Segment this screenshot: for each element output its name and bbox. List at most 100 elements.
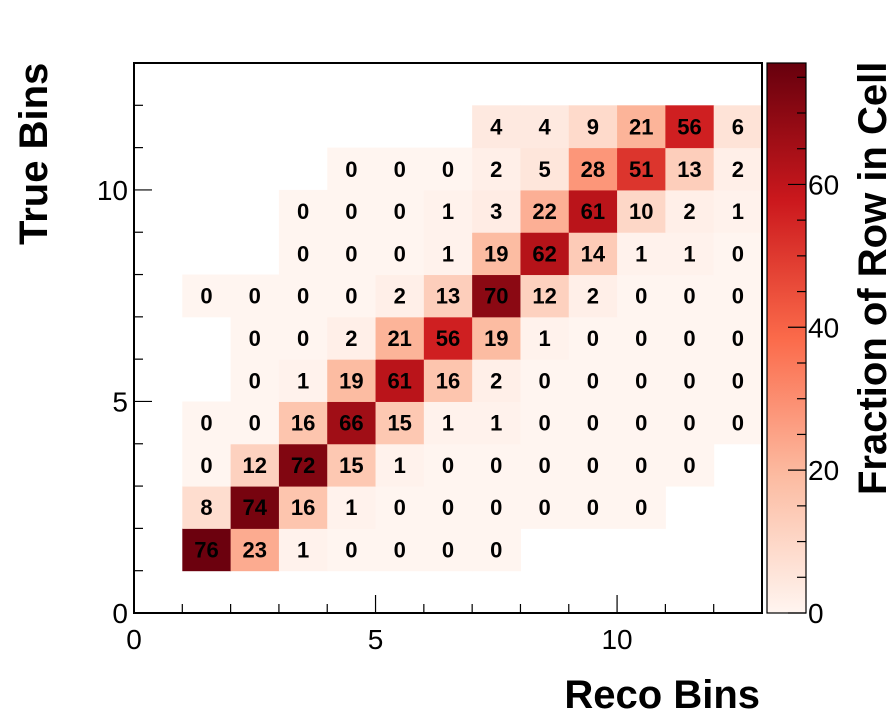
cell-value-label: 0 <box>635 411 647 436</box>
cell-value-label: 15 <box>387 411 411 436</box>
cell-value-label: 0 <box>490 495 502 520</box>
y-axis-title: True Bins <box>12 63 56 245</box>
heatmap-cell <box>375 232 425 276</box>
cell-value-label: 1 <box>442 241 454 266</box>
heatmap-cell <box>665 274 715 318</box>
cell-value-label: 0 <box>683 453 695 478</box>
heatmap-cell <box>713 105 763 149</box>
heatmap-cell <box>182 443 232 487</box>
heatmap-cell <box>327 316 377 360</box>
cell-value-label: 0 <box>249 326 261 351</box>
cell-value-label: 1 <box>490 411 502 436</box>
heatmap-cell <box>665 316 715 360</box>
cell-value-label: 72 <box>291 453 315 478</box>
heatmap-cell <box>278 274 328 318</box>
cell-value-label: 0 <box>490 538 502 563</box>
cell-value-label: 0 <box>297 199 309 224</box>
cell-value-label: 62 <box>532 241 556 266</box>
cell-value-label: 1 <box>297 368 309 393</box>
heatmap-cell <box>375 274 425 318</box>
cell-value-label: 0 <box>635 495 647 520</box>
cell-value-label: 1 <box>394 453 406 478</box>
y-tick-label: 0 <box>112 598 128 629</box>
heatmap-cell <box>665 232 715 276</box>
cell-value-label: 4 <box>490 114 503 139</box>
cell-value-label: 13 <box>677 157 701 182</box>
cell-value-label: 8 <box>200 495 212 520</box>
colorbar-title: Fraction of Row in Cell <box>851 62 895 495</box>
heatmap-cell <box>327 443 377 487</box>
heatmap-cell <box>713 274 763 318</box>
heatmap-cell <box>278 316 328 360</box>
heatmap-cell <box>665 401 715 445</box>
heatmap-cell <box>472 359 521 402</box>
heatmap-cell <box>568 147 618 191</box>
cell-value-label: 0 <box>394 495 406 520</box>
cell-value-label: 0 <box>732 368 744 393</box>
cell-value-label: 2 <box>490 157 502 182</box>
cell-value-label: 0 <box>490 453 502 478</box>
cell-value-label: 16 <box>291 495 315 520</box>
heatmap-cell <box>617 401 666 445</box>
heatmap-cell <box>423 316 473 360</box>
cell-value-label: 16 <box>291 411 315 436</box>
cell-value-label: 1 <box>345 495 357 520</box>
heatmap-cell <box>327 189 377 233</box>
heatmap-cell <box>520 443 570 487</box>
heatmap-cell <box>520 486 570 529</box>
cell-value-label: 23 <box>243 538 267 563</box>
cell-value-label: 0 <box>538 368 550 393</box>
colorbar-gradient <box>767 63 806 613</box>
heatmap-cell <box>278 232 328 276</box>
heatmap-cell <box>713 401 763 445</box>
cell-value-label: 0 <box>345 199 357 224</box>
heatmap-cell <box>617 359 666 402</box>
heatmap-cell <box>230 443 280 487</box>
heatmap-cell <box>617 486 666 529</box>
heatmap-cell <box>182 274 232 318</box>
heatmap-cell <box>665 147 715 191</box>
cell-value-label: 21 <box>629 114 653 139</box>
heatmap-cell <box>520 147 570 191</box>
heatmap-cell <box>278 528 328 572</box>
heatmap-cell <box>423 274 473 318</box>
heatmap-cell <box>278 443 328 487</box>
cell-value-label: 0 <box>297 326 309 351</box>
cell-value-label: 2 <box>394 284 406 309</box>
heatmap-cell <box>375 401 425 445</box>
heatmap-cell <box>423 232 473 276</box>
colorbar-tick-label: 60 <box>808 169 839 200</box>
heatmap-cell <box>375 443 425 487</box>
colorbar: 0 20 40 60 <box>766 62 839 629</box>
heatmap-cell <box>520 359 570 402</box>
cell-value-label: 0 <box>587 326 599 351</box>
heatmap-cell <box>472 105 521 149</box>
heatmap-cell <box>472 189 521 233</box>
cell-value-label: 0 <box>394 199 406 224</box>
cell-value-label: 0 <box>732 411 744 436</box>
cell-value-label: 15 <box>339 453 363 478</box>
heatmap-cell <box>375 147 425 191</box>
cell-value-label: 0 <box>635 326 647 351</box>
heatmap-cell <box>423 189 473 233</box>
heatmap-cell <box>472 528 521 572</box>
cell-value-label: 0 <box>683 284 695 309</box>
heatmap-cell <box>617 232 666 276</box>
x-tick-label: 10 <box>601 624 632 655</box>
cell-value-label: 0 <box>345 157 357 182</box>
cell-value-label: 0 <box>442 453 454 478</box>
heatmap-cell <box>182 486 232 529</box>
heatmap-cell <box>472 274 521 318</box>
cell-value-label: 0 <box>538 495 550 520</box>
colorbar-frame <box>766 62 807 614</box>
heatmap-cell <box>327 401 377 445</box>
cell-value-label: 0 <box>587 368 599 393</box>
cell-value-label: 56 <box>677 114 701 139</box>
heatmap-cell <box>327 528 377 572</box>
heatmap-cell <box>568 274 618 318</box>
colorbar-tick-label: 40 <box>808 312 839 343</box>
heatmap-cell <box>617 316 666 360</box>
cell-value-label: 0 <box>635 453 647 478</box>
heatmap-cell <box>617 147 666 191</box>
